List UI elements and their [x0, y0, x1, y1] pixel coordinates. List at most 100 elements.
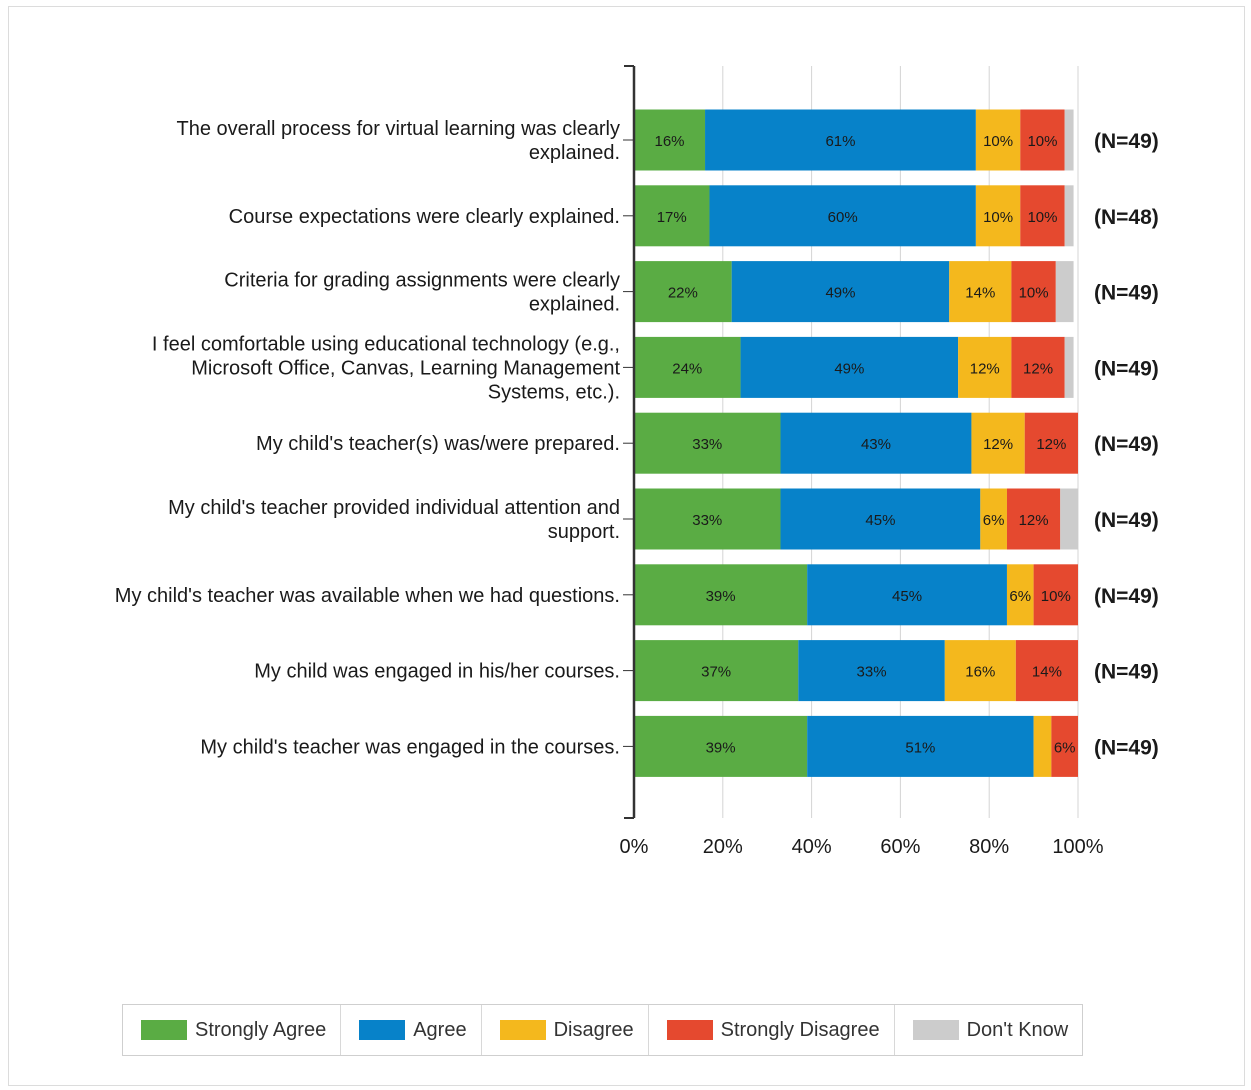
- n-label: (N=49): [1094, 357, 1159, 380]
- category-label: My child was engaged in his/her courses.: [254, 661, 620, 683]
- bar-segment: [1011, 261, 1056, 323]
- legend-item: Don't Know: [895, 1005, 1083, 1055]
- bar-segment: [1024, 412, 1078, 474]
- data-label: 24%: [672, 360, 702, 377]
- legend-label: Strongly Disagree: [720, 1018, 880, 1041]
- category-label: The overall process for virtual learning…: [176, 118, 620, 164]
- bar-segment: [634, 336, 741, 398]
- chart-frame: [8, 6, 1245, 1086]
- bar-segment: [807, 715, 1034, 777]
- data-label: 10%: [1027, 209, 1057, 226]
- data-label: 10%: [1041, 588, 1071, 605]
- bar-segment: [1064, 185, 1074, 247]
- bar-segment: [634, 488, 781, 550]
- bar-segment: [634, 564, 808, 626]
- bar-segment: [1006, 564, 1034, 626]
- bar-segment: [975, 185, 1021, 247]
- bar-segment: [634, 185, 710, 247]
- data-label: 37%: [701, 664, 731, 681]
- x-tick-label: 60%: [880, 836, 920, 858]
- legend-label: Don't Know: [966, 1018, 1069, 1041]
- n-label: (N=49): [1094, 433, 1159, 456]
- data-label: 60%: [828, 209, 858, 226]
- bar-segment: [944, 640, 1016, 702]
- data-label: 10%: [983, 209, 1013, 226]
- bar-segment: [1015, 640, 1078, 702]
- n-label: (N=49): [1094, 130, 1159, 153]
- data-label: 12%: [1036, 436, 1066, 453]
- data-label: 22%: [668, 285, 698, 302]
- legend-label: Disagree: [553, 1018, 634, 1041]
- bar-segment: [709, 185, 976, 247]
- bar-segment: [975, 109, 1021, 171]
- data-label: 33%: [857, 664, 887, 681]
- data-label: 45%: [892, 588, 922, 605]
- n-label: (N=49): [1094, 661, 1159, 684]
- data-label: 12%: [1019, 512, 1049, 529]
- x-tick-label: 0%: [620, 836, 649, 858]
- n-label: (N=49): [1094, 585, 1159, 608]
- data-label: 6%: [1009, 588, 1031, 605]
- data-label: 14%: [1032, 664, 1062, 681]
- data-label: 33%: [692, 512, 722, 529]
- category-label: Course expectations were clearly explain…: [229, 206, 620, 228]
- bar-segment: [949, 261, 1012, 323]
- data-label: 61%: [825, 133, 855, 150]
- legend-swatch: [666, 1020, 713, 1040]
- n-label: (N=49): [1094, 736, 1159, 759]
- data-label: 51%: [905, 739, 935, 756]
- legend-label: Agree: [413, 1018, 467, 1041]
- x-tick-label: 80%: [969, 836, 1009, 858]
- category-label: My child's teacher(s) was/were prepared.: [256, 433, 620, 455]
- bar-segment: [634, 109, 706, 171]
- bar-segment: [740, 336, 959, 398]
- data-label: 12%: [983, 436, 1013, 453]
- bar-segment: [807, 564, 1007, 626]
- bar-segment: [1064, 109, 1074, 171]
- legend-item: Strongly Disagree: [649, 1005, 895, 1055]
- category-label: My child's teacher was engaged in the co…: [200, 736, 620, 758]
- n-label: (N=49): [1094, 509, 1159, 532]
- x-tick-label: 20%: [703, 836, 743, 858]
- data-label: 33%: [692, 436, 722, 453]
- category-label: I feel comfortable using educational tec…: [152, 333, 621, 403]
- data-label: 39%: [706, 588, 736, 605]
- data-label: 39%: [706, 739, 736, 756]
- data-label: 12%: [970, 360, 1000, 377]
- bar-segment: [1020, 185, 1065, 247]
- legend-swatch: [912, 1020, 959, 1040]
- bar-segment: [1020, 109, 1065, 171]
- bar-segment: [634, 261, 732, 323]
- legend-label: Strongly Agree: [195, 1018, 327, 1041]
- bar-segment: [1011, 336, 1065, 398]
- data-label: 49%: [834, 360, 864, 377]
- n-label: (N=49): [1094, 282, 1159, 305]
- data-label: 6%: [1054, 739, 1076, 756]
- bar-segment: [1033, 715, 1052, 777]
- bar-segment: [1051, 715, 1078, 777]
- bar-segment: [958, 336, 1012, 398]
- legend-item: Strongly Agree: [123, 1005, 342, 1055]
- legend-swatch: [499, 1020, 546, 1040]
- bar-segment: [634, 715, 808, 777]
- bar-segment: [1060, 488, 1078, 550]
- bar-segment: [634, 640, 799, 702]
- category-label: My child's teacher provided individual a…: [168, 497, 620, 543]
- category-label: Criteria for grading assignments were cl…: [224, 270, 620, 316]
- bar-segment: [1006, 488, 1061, 550]
- data-label: 10%: [1027, 133, 1057, 150]
- x-tick-label: 40%: [792, 836, 832, 858]
- n-label: (N=48): [1094, 206, 1159, 229]
- bar-segment: [634, 412, 781, 474]
- data-label: 10%: [1019, 285, 1049, 302]
- bar-segment: [1055, 261, 1074, 323]
- data-label: 6%: [983, 512, 1005, 529]
- data-label: 10%: [983, 133, 1013, 150]
- legend: Strongly Agree Agree Disagree Strongly Disa…: [122, 1004, 1084, 1056]
- bar-segment: [1064, 336, 1074, 398]
- legend-swatch: [141, 1020, 187, 1040]
- data-label: 17%: [657, 209, 687, 226]
- bar-segment: [780, 412, 972, 474]
- data-label: 14%: [965, 285, 995, 302]
- category-label: My child's teacher was available when we…: [115, 585, 620, 607]
